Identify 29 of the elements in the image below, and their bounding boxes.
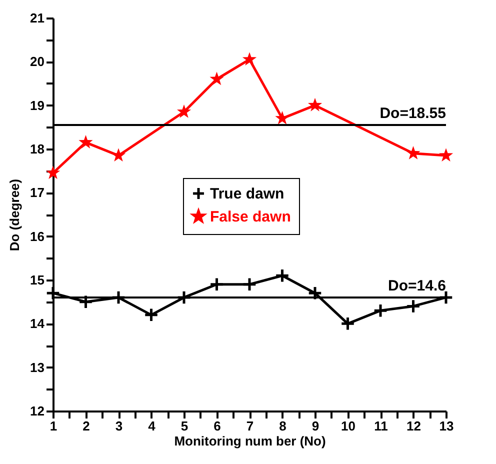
x-tick-label: 8 — [279, 418, 286, 434]
x-tick-label: 5 — [180, 418, 188, 434]
y-tick-label: 14 — [30, 316, 46, 332]
y-tick-label: 18 — [30, 142, 44, 156]
y-tick-label: 21 — [30, 10, 44, 26]
x-tick-label: 9 — [312, 418, 320, 434]
y-tick-label: 13 — [30, 360, 44, 375]
y-tick-label: 16 — [30, 228, 44, 244]
x-axis-title: Monitoring num ber (No) — [174, 434, 326, 448]
y-tick-label: 20 — [30, 54, 44, 70]
y-tick-label: 15 — [30, 272, 44, 288]
legend-label: False dawn — [210, 208, 291, 226]
x-tick-label: 1 — [50, 418, 58, 434]
legend-label: True dawn — [210, 186, 284, 202]
y-tick-label: 12 — [30, 404, 44, 418]
ref-line-label: Do=18.55 — [380, 104, 446, 122]
x-tick-label: 13 — [439, 418, 454, 434]
x-tick-label: 4 — [148, 418, 156, 434]
y-axis-title: Do (degree) — [7, 178, 22, 252]
x-tick-label: 6 — [214, 418, 221, 434]
x-tick-label: 2 — [82, 418, 90, 434]
ref-line-label: Do=14.6 — [388, 277, 446, 294]
x-tick-label: 11 — [374, 418, 388, 434]
x-tick-label: 3 — [115, 418, 123, 434]
y-tick-label: 19 — [30, 98, 44, 113]
y-tick-label: 17 — [30, 185, 44, 200]
x-tick-label: 7 — [246, 418, 254, 434]
x-tick-label: 10 — [341, 418, 356, 434]
x-tick-label: 12 — [406, 418, 421, 434]
